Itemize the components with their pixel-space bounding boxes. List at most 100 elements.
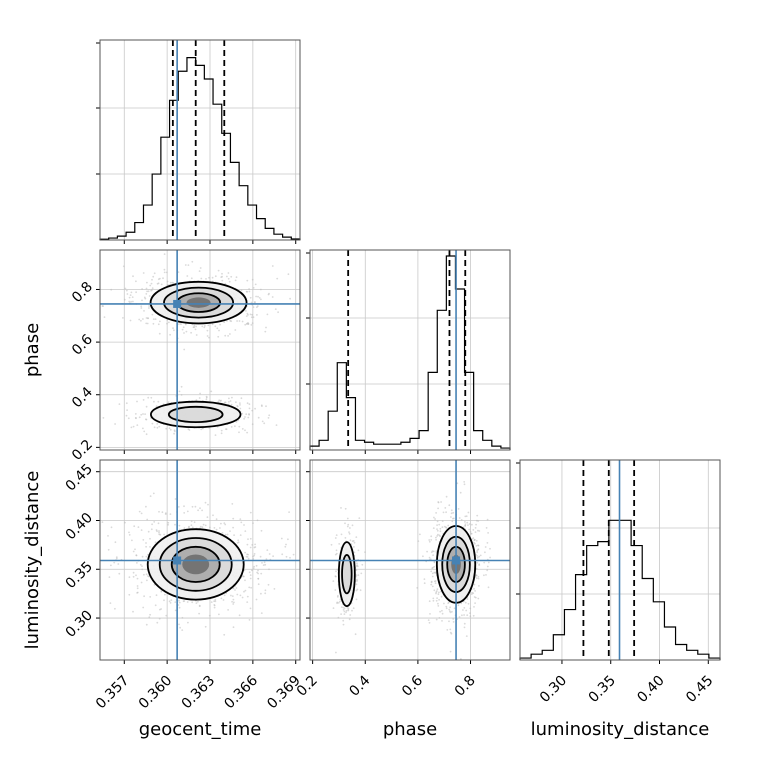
sample-point bbox=[417, 540, 420, 542]
sample-point bbox=[217, 335, 220, 338]
sample-point bbox=[122, 265, 125, 268]
sample-point bbox=[172, 282, 175, 284]
sample-point bbox=[226, 275, 228, 278]
sample-point bbox=[149, 613, 152, 616]
sample-point bbox=[146, 322, 149, 325]
sample-point bbox=[220, 432, 223, 435]
sample-point bbox=[364, 551, 366, 553]
sample-point bbox=[177, 506, 180, 508]
sample-point bbox=[478, 530, 481, 532]
sample-point bbox=[230, 275, 233, 278]
sample-point bbox=[221, 279, 224, 282]
sample-point bbox=[342, 619, 345, 622]
sample-point bbox=[195, 602, 198, 604]
y-tick-label-luminosity_distance: 0.45 bbox=[63, 461, 96, 494]
sample-point bbox=[178, 390, 181, 393]
sample-point bbox=[145, 418, 148, 421]
sample-point bbox=[239, 404, 241, 406]
sample-point bbox=[144, 413, 147, 415]
sample-point bbox=[204, 524, 207, 527]
x-tick-label-phase: 0.4 bbox=[346, 673, 373, 700]
sample-point bbox=[239, 518, 242, 520]
sample-point bbox=[272, 555, 274, 558]
sample-point bbox=[273, 588, 276, 590]
sample-point bbox=[265, 405, 267, 408]
sample-point bbox=[124, 521, 126, 524]
sample-point bbox=[336, 596, 339, 598]
sample-point bbox=[445, 605, 448, 608]
sample-point bbox=[201, 509, 204, 512]
sample-point bbox=[143, 430, 146, 433]
sample-point bbox=[476, 555, 478, 557]
sample-point bbox=[148, 307, 150, 309]
sample-point bbox=[129, 319, 132, 322]
sample-point bbox=[230, 403, 233, 406]
sample-point bbox=[109, 602, 112, 604]
sample-point bbox=[227, 609, 230, 611]
sample-point bbox=[433, 589, 436, 592]
sample-point bbox=[256, 314, 258, 316]
sample-point bbox=[193, 324, 196, 327]
sample-point bbox=[433, 516, 435, 519]
sample-point bbox=[436, 528, 438, 530]
sample-point bbox=[435, 536, 437, 539]
sample-point bbox=[173, 432, 176, 435]
sample-point bbox=[229, 333, 231, 335]
sample-point bbox=[443, 602, 445, 605]
sample-point bbox=[335, 651, 337, 654]
sample-point bbox=[214, 598, 217, 601]
sample-point bbox=[228, 280, 231, 283]
panel-content bbox=[310, 460, 510, 660]
sample-point bbox=[136, 424, 139, 426]
truth-marker bbox=[452, 556, 461, 565]
sample-point bbox=[275, 424, 278, 426]
sample-point bbox=[460, 519, 463, 521]
sample-point bbox=[190, 520, 193, 523]
sample-point bbox=[250, 316, 253, 319]
sample-point bbox=[476, 514, 479, 517]
sample-point bbox=[240, 397, 243, 400]
sample-point bbox=[157, 522, 160, 525]
sample-point bbox=[156, 426, 159, 429]
sample-point bbox=[174, 523, 176, 526]
sample-point bbox=[332, 607, 335, 609]
sample-point bbox=[353, 546, 355, 548]
sample-point bbox=[243, 524, 245, 526]
sample-point bbox=[244, 589, 247, 592]
sample-point bbox=[340, 606, 343, 608]
sample-point bbox=[256, 519, 259, 522]
sample-point bbox=[489, 556, 491, 559]
sample-point bbox=[346, 517, 349, 520]
sample-point bbox=[184, 264, 187, 266]
sample-point bbox=[213, 604, 216, 607]
sample-point bbox=[205, 278, 207, 280]
sample-point bbox=[169, 281, 172, 284]
sample-point bbox=[221, 272, 223, 275]
sample-point bbox=[138, 510, 141, 513]
sample-point bbox=[222, 599, 225, 601]
sample-point bbox=[432, 599, 435, 602]
sample-point bbox=[248, 413, 250, 415]
sample-point bbox=[215, 518, 218, 521]
sample-point bbox=[194, 328, 197, 331]
sample-point bbox=[344, 507, 347, 510]
sample-point bbox=[179, 244, 181, 246]
sample-point bbox=[141, 299, 143, 302]
sample-point bbox=[168, 600, 171, 603]
histogram-panel-luminosity_distance: 0.30 0.35 0.40 0.45 bbox=[516, 459, 721, 706]
sample-point bbox=[435, 538, 437, 541]
sample-point bbox=[145, 505, 147, 508]
sample-point bbox=[140, 307, 143, 309]
sample-point bbox=[183, 600, 186, 602]
sample-point bbox=[235, 587, 238, 589]
sample-point bbox=[223, 522, 226, 524]
sample-point bbox=[237, 539, 240, 542]
sample-point bbox=[248, 586, 251, 589]
sample-point bbox=[83, 318, 85, 320]
sample-point bbox=[247, 416, 250, 419]
sample-point bbox=[142, 606, 145, 609]
sample-point bbox=[445, 527, 448, 529]
sample-point bbox=[334, 537, 337, 539]
x-tick-label-luminosity_distance: 0.30 bbox=[537, 673, 570, 706]
